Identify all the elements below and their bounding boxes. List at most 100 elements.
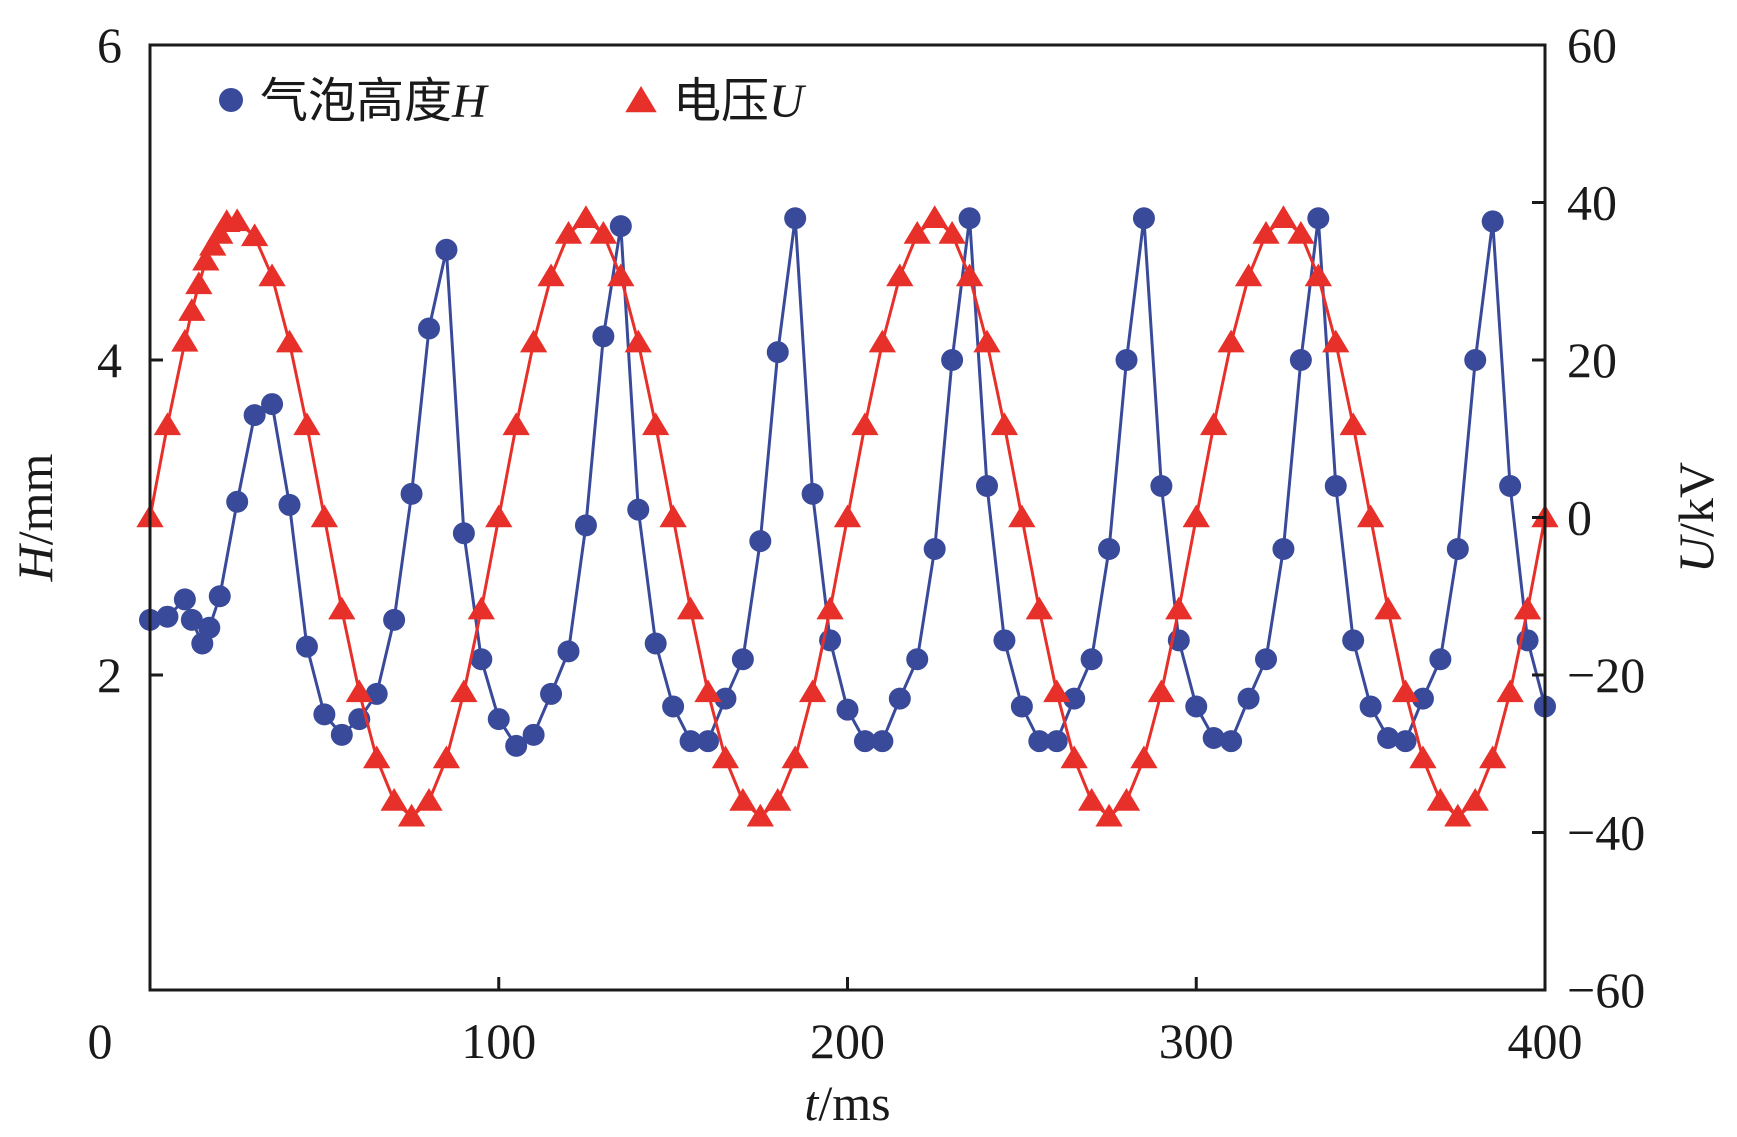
data-point-circle — [784, 207, 807, 230]
data-point-circle — [1028, 730, 1051, 753]
data-point-triangle — [816, 596, 844, 620]
data-point-triangle — [1252, 221, 1280, 244]
data-point-circle — [627, 498, 650, 521]
y-right-axis-title: U/kV — [1668, 462, 1724, 573]
data-point-triangle — [1025, 596, 1053, 620]
data-point-circle — [574, 514, 597, 537]
y-left-axis-unit: /mm — [7, 454, 63, 546]
data-point-triangle — [345, 679, 373, 703]
data-point-circle — [173, 588, 196, 611]
data-point-circle — [644, 632, 667, 655]
data-point-triangle — [868, 329, 897, 353]
data-point-triangle — [1391, 679, 1420, 703]
data-point-triangle — [1444, 803, 1472, 827]
data-point-triangle — [206, 221, 234, 244]
data-point-triangle — [921, 205, 949, 228]
x-tick-label: 100 — [461, 1013, 536, 1069]
data-point-triangle — [1496, 679, 1524, 703]
data-point-circle — [180, 608, 203, 631]
data-point-triangle — [729, 788, 757, 811]
data-point-circle — [295, 635, 318, 658]
data-point-circle — [1063, 687, 1086, 710]
data-point-triangle — [1077, 788, 1106, 811]
data-point-triangle — [397, 803, 426, 827]
data-point-triangle — [519, 329, 548, 353]
data-point-circle — [226, 490, 249, 513]
data-point-circle — [1429, 648, 1452, 671]
data-point-triangle — [1356, 504, 1385, 528]
data-point-circle — [261, 393, 284, 416]
x-axis-unit: /ms — [818, 1075, 890, 1131]
data-point-circle — [1010, 695, 1033, 718]
data-point-circle — [435, 238, 458, 261]
data-point-triangle — [833, 504, 862, 528]
data-point-triangle — [798, 679, 827, 703]
data-point-circle — [243, 404, 266, 427]
data-point-triangle — [1095, 803, 1123, 827]
data-point-triangle — [485, 504, 513, 528]
y-right-tick-label: 60 — [1567, 17, 1617, 73]
data-point-triangle — [178, 298, 206, 321]
data-point-circle — [505, 734, 528, 757]
data-point-circle — [400, 482, 423, 505]
data-point-circle — [1289, 349, 1312, 371]
y-right-tick-label: 0 — [1567, 490, 1592, 546]
data-point-triangle — [1513, 596, 1542, 620]
data-point-circle — [313, 703, 336, 726]
x-axis-symbol: t — [804, 1075, 819, 1131]
y-left-axis-symbol: H — [7, 542, 63, 582]
data-point-circle — [470, 648, 493, 671]
data-point-triangle — [711, 745, 740, 769]
data-point-circle — [1045, 730, 1068, 753]
data-point-triangle — [746, 803, 774, 827]
y-right-axis-symbol: U — [1668, 534, 1724, 573]
data-point-triangle — [1165, 596, 1193, 620]
data-point-triangle — [607, 263, 635, 287]
x-axis-title: t/ms — [804, 1075, 890, 1131]
data-point-triangle — [240, 223, 269, 247]
data-point-circle — [383, 608, 406, 631]
data-point-triangle — [1409, 745, 1437, 769]
data-point-triangle — [415, 788, 443, 811]
data-point-triangle — [1182, 504, 1210, 528]
y-left-axis-title: H/mm — [7, 454, 63, 583]
data-point-triangle — [275, 329, 304, 353]
data-point-triangle — [1426, 788, 1455, 811]
legend-marker-triangle — [625, 86, 657, 113]
data-point-circle — [592, 325, 615, 348]
data-point-circle — [452, 522, 475, 545]
data-point-triangle — [624, 329, 652, 353]
data-point-circle — [156, 605, 179, 628]
data-point-triangle — [676, 596, 705, 620]
data-point-triangle — [1287, 221, 1315, 244]
data-point-circle — [1255, 648, 1277, 671]
data-point-circle — [993, 629, 1016, 652]
data-point-circle — [1202, 727, 1225, 749]
data-point-triangle — [1339, 412, 1367, 436]
legend: 气泡高度H 电压U — [219, 73, 807, 129]
data-point-triangle — [502, 412, 530, 436]
data-point-triangle — [973, 329, 1001, 353]
data-point-triangle — [990, 412, 1019, 436]
data-point-triangle — [185, 271, 213, 295]
data-point-triangle — [1304, 263, 1332, 287]
data-point-triangle — [1374, 596, 1402, 620]
data-point-triangle — [192, 247, 220, 271]
data-point-circle — [1499, 475, 1522, 497]
y-left-tick-label: 2 — [97, 647, 122, 703]
data-point-triangle — [1147, 679, 1176, 703]
y-right-tick-label: −60 — [1567, 962, 1645, 1018]
y-right-tick-label: −40 — [1567, 805, 1645, 861]
data-point-triangle — [642, 412, 670, 436]
data-point-circle — [1237, 687, 1260, 710]
data-point-circle — [1307, 207, 1330, 230]
data-point-circle — [487, 708, 510, 731]
data-point-circle — [1377, 727, 1400, 749]
legend-label-symbol: H — [451, 75, 489, 128]
data-point-circle — [1394, 730, 1417, 753]
data-point-circle — [888, 687, 911, 710]
data-point-triangle — [851, 412, 879, 436]
data-point-circle — [418, 317, 440, 340]
y-left-tick-label: 4 — [97, 332, 122, 388]
